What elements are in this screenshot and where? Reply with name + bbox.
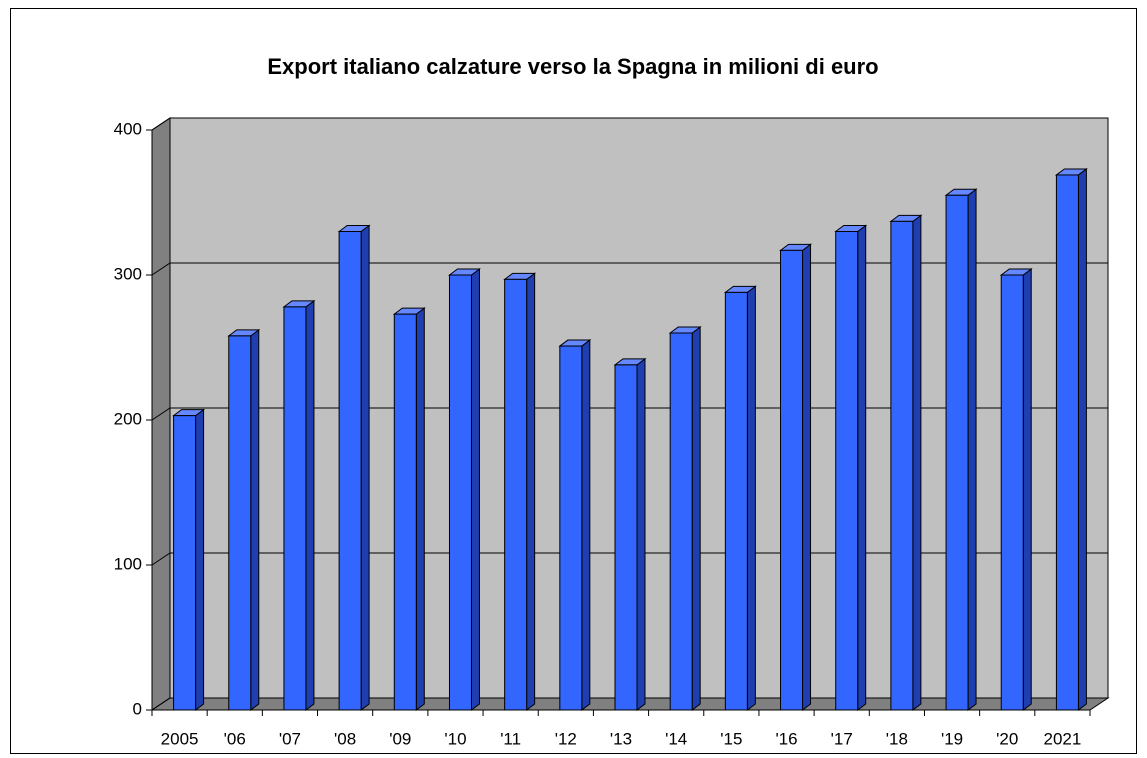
bar	[890, 220, 914, 711]
x-tick-label: '13	[610, 729, 632, 748]
bar	[448, 274, 472, 711]
bar-side	[967, 188, 977, 711]
x-tick-label: '14	[665, 729, 687, 748]
x-tick-label: '16	[775, 729, 797, 748]
bar	[393, 313, 417, 711]
bar-side	[1077, 167, 1087, 711]
bar	[228, 335, 252, 711]
bar	[669, 332, 693, 711]
bar	[945, 194, 969, 711]
x-tick-label: '06	[224, 729, 246, 748]
bar	[1055, 174, 1079, 711]
bar-side	[746, 285, 756, 711]
bar-side	[470, 268, 480, 711]
x-tick-label: '11	[500, 729, 521, 748]
bar-side	[802, 243, 812, 711]
bar-side	[305, 299, 315, 711]
bar-side	[636, 357, 646, 711]
y-tick-label: 300	[114, 264, 142, 283]
bar-side	[360, 224, 370, 711]
bar	[283, 306, 307, 711]
x-tick-label: '09	[389, 729, 411, 748]
bar	[835, 231, 859, 711]
x-tick-label: '17	[831, 729, 853, 748]
bar	[338, 231, 362, 711]
bar	[559, 345, 583, 711]
y-tick-label: 100	[114, 554, 142, 573]
bar-side	[581, 339, 591, 711]
bar-side	[415, 307, 425, 711]
bar-side	[912, 214, 922, 711]
bar	[173, 415, 197, 711]
bar-side	[857, 224, 867, 711]
x-tick-label: '19	[941, 729, 963, 748]
y-tick-label: 0	[133, 699, 142, 718]
bar-side	[691, 326, 701, 711]
x-tick-label: '08	[334, 729, 356, 748]
x-tick-label: 2021	[1043, 729, 1081, 748]
bar	[614, 364, 638, 711]
x-tick-label: '18	[886, 729, 908, 748]
x-tick-label: '10	[444, 729, 466, 748]
bar-side	[526, 272, 536, 711]
x-tick-label: '15	[720, 729, 742, 748]
x-tick-label: '20	[996, 729, 1018, 748]
bar	[780, 249, 804, 711]
y-tick-label: 400	[114, 119, 142, 138]
bar	[724, 291, 748, 711]
bar-side	[1022, 268, 1032, 711]
y-tick-label: 200	[114, 409, 142, 428]
chart-title: Export italiano calzature verso la Spagn…	[267, 54, 878, 79]
x-tick-label: '12	[555, 729, 577, 748]
x-tick-label: '07	[279, 729, 301, 748]
grid-line	[151, 117, 1108, 131]
bar-side	[195, 408, 205, 711]
bar	[504, 278, 528, 711]
x-tick-label: 2005	[161, 729, 199, 748]
bar-side	[250, 328, 260, 711]
bar	[1000, 274, 1024, 711]
